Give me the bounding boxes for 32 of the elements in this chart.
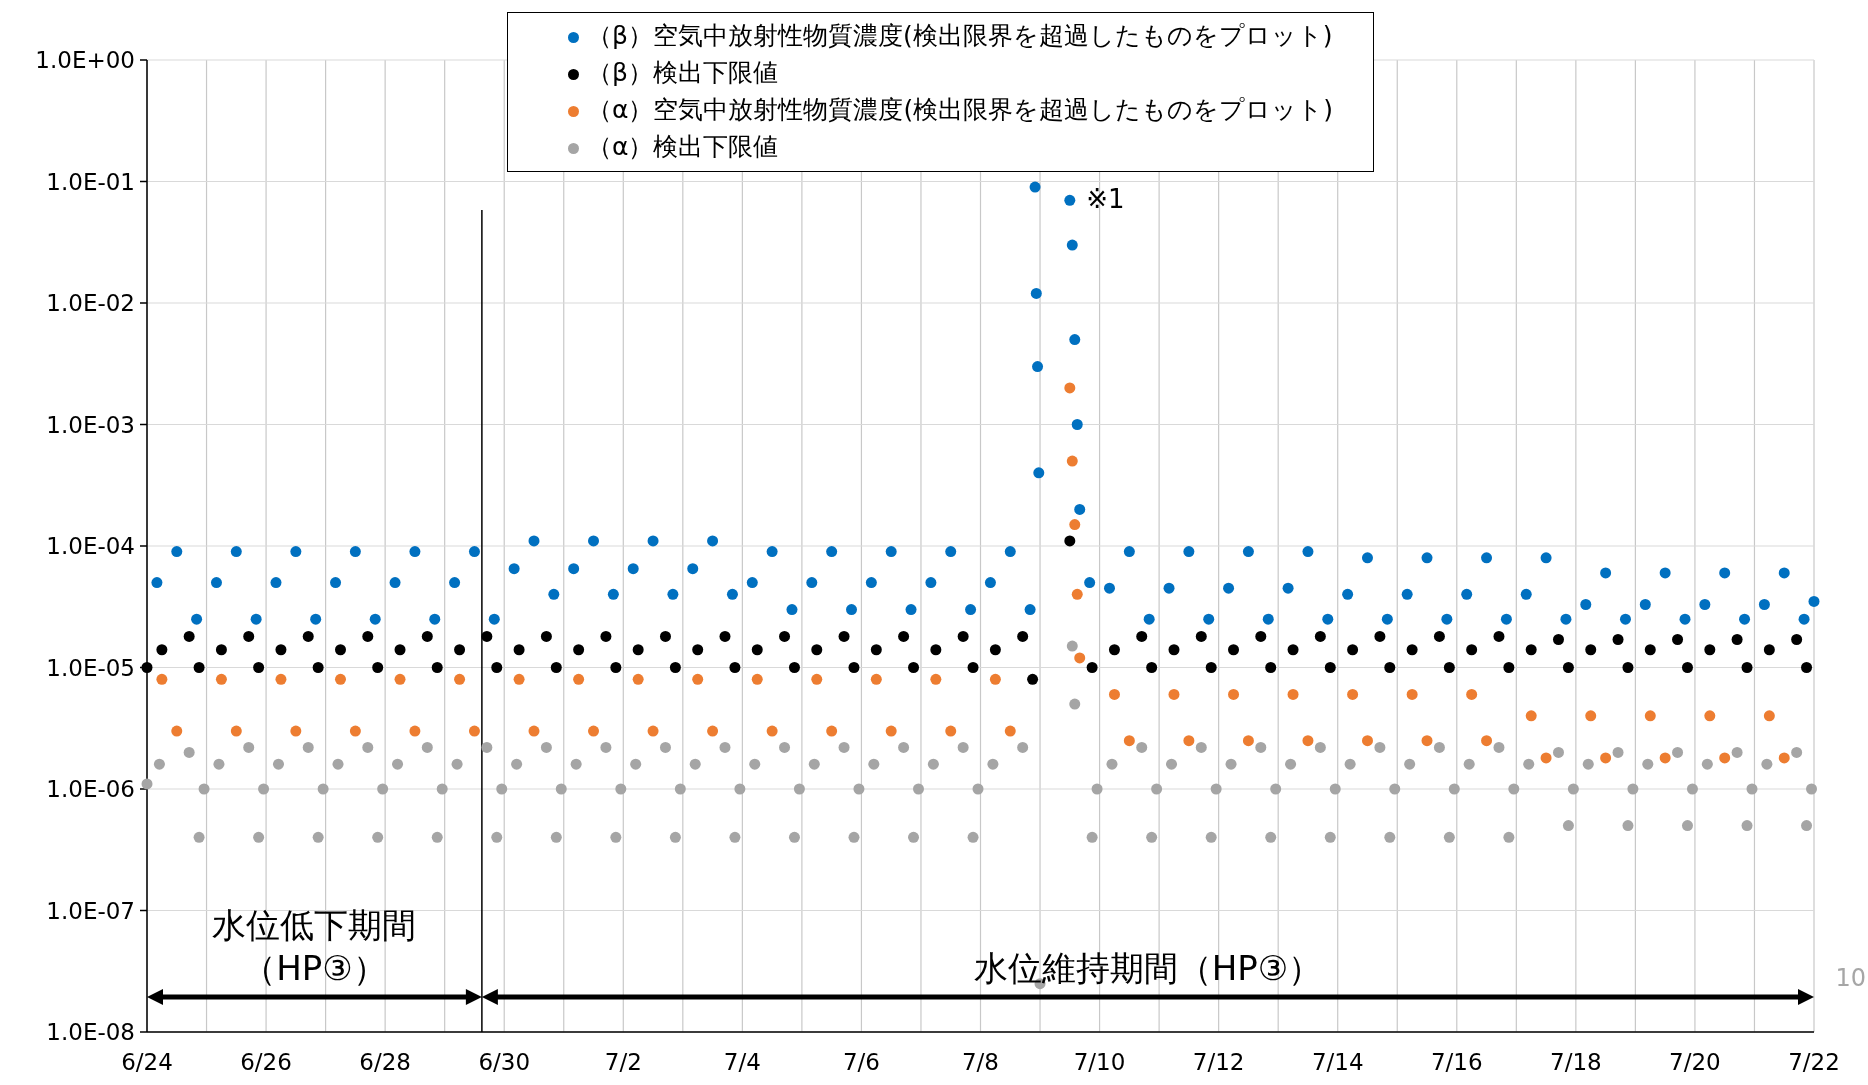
x-tick-label: 7/22 [1788,1049,1840,1075]
y-tick-label: 1.0E-07 [46,897,135,924]
legend-label: （β）検出下限値 [587,58,778,87]
y-tick-label: 1.0E+00 [35,47,135,73]
x-tick-label: 6/28 [359,1049,411,1075]
x-tick-label: 7/16 [1430,1049,1483,1075]
x-tick-label: 7/12 [1192,1049,1245,1075]
x-tick-label: 7/10 [1073,1049,1126,1075]
x-tick-label: 7/6 [842,1049,880,1075]
y-tick-label: 1.0E-01 [46,168,135,195]
x-tick-label: 6/24 [121,1049,173,1075]
annotation: 水位低下期間（HP③） [211,904,418,989]
legend-label: （α）検出下限値 [587,132,779,161]
x-tick-label: 7/20 [1669,1049,1721,1075]
annotation: 水位維持期間（HP③） [972,946,1324,989]
x-tick-label: 6/30 [478,1049,531,1075]
x-tick-label: 6/26 [240,1049,292,1075]
x-tick-label: 7/18 [1550,1049,1602,1075]
x-tick-label: 7/4 [723,1049,761,1075]
text: 10 [1835,964,1866,992]
y-tick-label: 1.0E-02 [46,290,135,316]
x-tick-label: 7/2 [604,1049,642,1075]
x-tick-label: 7/8 [961,1049,1000,1075]
y-tick-label: 1.0E-03 [46,411,135,438]
y-tick-label: 1.0E-05 [46,654,135,681]
x-tick-label: 7/14 [1311,1049,1364,1075]
annotation: ※1 [1086,184,1125,215]
y-tick-label: 1.0E-04 [46,533,135,559]
y-tick-label: 1.0E-08 [46,1019,135,1045]
legend-label: （α）空気中放射性物質濃度(検出限界を超過したものをプロット) [587,95,1333,124]
y-tick-label: 1.0E-06 [46,776,135,802]
legend-label: （β）空気中放射性物質濃度(検出限界を超過したものをプロット) [587,21,1333,50]
